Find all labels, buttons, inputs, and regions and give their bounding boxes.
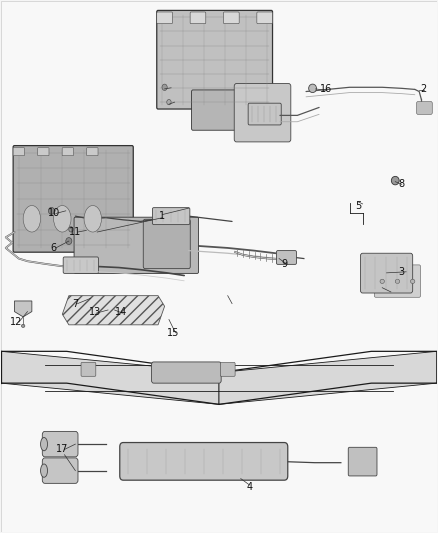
- Ellipse shape: [309, 84, 317, 93]
- FancyBboxPatch shape: [152, 362, 221, 383]
- FancyBboxPatch shape: [63, 257, 99, 273]
- Text: 11: 11: [69, 227, 81, 237]
- Ellipse shape: [41, 464, 47, 477]
- FancyBboxPatch shape: [157, 12, 173, 23]
- Ellipse shape: [410, 279, 415, 284]
- FancyBboxPatch shape: [223, 12, 239, 23]
- Text: 4: 4: [247, 481, 253, 491]
- Polygon shape: [219, 351, 437, 405]
- Text: 8: 8: [399, 179, 405, 189]
- Text: 3: 3: [399, 267, 405, 277]
- Text: 14: 14: [115, 306, 127, 317]
- FancyBboxPatch shape: [234, 84, 291, 142]
- Text: 10: 10: [47, 208, 60, 219]
- FancyBboxPatch shape: [74, 217, 198, 273]
- Text: 5: 5: [355, 200, 361, 211]
- Text: 12: 12: [11, 317, 23, 327]
- Ellipse shape: [48, 207, 54, 214]
- Text: 15: 15: [167, 328, 180, 338]
- Ellipse shape: [21, 324, 25, 327]
- FancyBboxPatch shape: [220, 362, 235, 376]
- Text: 6: 6: [50, 243, 57, 253]
- FancyBboxPatch shape: [248, 103, 281, 125]
- Ellipse shape: [162, 84, 167, 91]
- FancyBboxPatch shape: [62, 148, 74, 156]
- FancyBboxPatch shape: [157, 11, 272, 109]
- Ellipse shape: [391, 176, 399, 185]
- FancyBboxPatch shape: [42, 458, 78, 483]
- Text: 1: 1: [159, 211, 166, 221]
- Ellipse shape: [53, 206, 71, 232]
- Text: 17: 17: [56, 445, 68, 455]
- Text: 7: 7: [72, 298, 78, 309]
- FancyBboxPatch shape: [81, 362, 96, 376]
- FancyBboxPatch shape: [87, 148, 98, 156]
- FancyBboxPatch shape: [120, 442, 288, 480]
- FancyBboxPatch shape: [13, 148, 25, 156]
- FancyBboxPatch shape: [152, 208, 190, 224]
- FancyBboxPatch shape: [360, 253, 413, 293]
- FancyBboxPatch shape: [42, 431, 78, 457]
- Ellipse shape: [380, 279, 385, 284]
- Ellipse shape: [167, 100, 171, 105]
- Text: 13: 13: [89, 306, 101, 317]
- FancyBboxPatch shape: [191, 90, 281, 130]
- FancyBboxPatch shape: [348, 447, 377, 476]
- FancyBboxPatch shape: [257, 12, 272, 23]
- Text: 9: 9: [281, 259, 287, 269]
- FancyBboxPatch shape: [276, 251, 297, 264]
- FancyBboxPatch shape: [417, 102, 432, 114]
- Polygon shape: [14, 301, 32, 317]
- Text: 16: 16: [319, 84, 332, 94]
- Text: 2: 2: [420, 84, 427, 94]
- Ellipse shape: [395, 279, 399, 284]
- FancyBboxPatch shape: [374, 265, 420, 297]
- Ellipse shape: [84, 206, 102, 232]
- Ellipse shape: [69, 227, 73, 232]
- FancyBboxPatch shape: [143, 219, 190, 269]
- Ellipse shape: [23, 206, 41, 232]
- Polygon shape: [62, 296, 165, 325]
- Polygon shape: [1, 351, 219, 405]
- FancyBboxPatch shape: [190, 12, 206, 23]
- FancyBboxPatch shape: [38, 148, 49, 156]
- FancyBboxPatch shape: [13, 146, 133, 252]
- Ellipse shape: [66, 238, 72, 245]
- Ellipse shape: [41, 438, 47, 451]
